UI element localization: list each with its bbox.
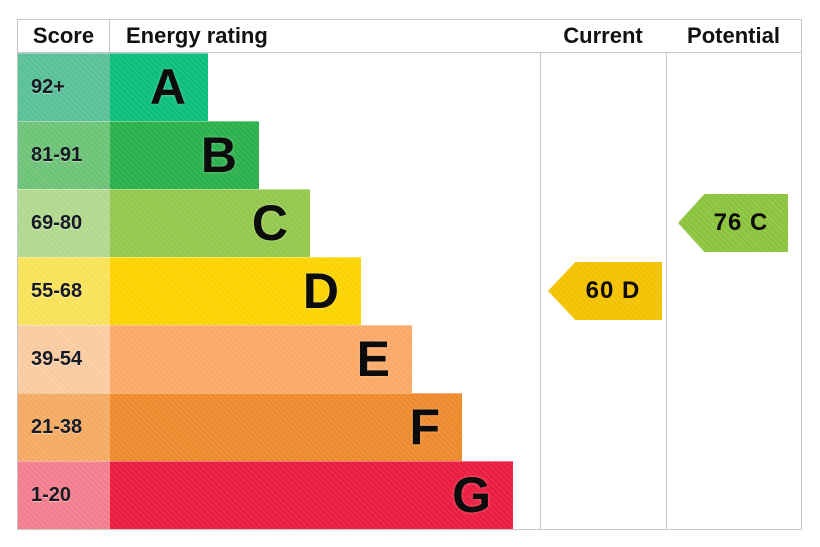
score-range-label: 39-54 <box>31 347 83 370</box>
band-row: 92+ A <box>18 53 540 121</box>
band-letter: E <box>356 331 390 387</box>
band-letter: D <box>302 263 339 319</box>
band-letter: C <box>251 195 288 251</box>
band-row: 21-38 F <box>18 393 540 461</box>
score-cell: 1-20 <box>18 461 110 529</box>
potential-rating-arrow: 76 C <box>678 194 788 252</box>
current-rating-label: 60 D <box>585 277 641 304</box>
band-letter: B <box>200 127 237 183</box>
header-potential: Potential <box>687 23 780 48</box>
rating-bar: D <box>110 257 361 325</box>
header-energy-rating: Energy rating <box>126 23 268 48</box>
score-cell: 55-68 <box>18 257 110 325</box>
band-row: 39-54 E <box>18 325 540 393</box>
potential-rating-label: 76 C <box>713 209 769 236</box>
rating-bar: C <box>110 189 310 257</box>
band-letter: A <box>149 59 186 115</box>
potential-column: 76 C <box>666 20 801 529</box>
band-row: 55-68 D <box>18 257 540 325</box>
rating-bar: F <box>110 393 462 461</box>
score-range-label: 55-68 <box>31 279 83 302</box>
rating-bar: E <box>110 325 412 393</box>
score-range-label: 81-91 <box>31 143 83 166</box>
score-cell: 69-80 <box>18 189 110 257</box>
score-range-label: 21-38 <box>31 415 83 438</box>
score-cell: 92+ <box>18 53 110 121</box>
header-score: Score <box>18 20 110 52</box>
header-current: Current <box>563 23 643 48</box>
score-cell: 81-91 <box>18 121 110 189</box>
score-range-label: 1-20 <box>31 483 72 506</box>
score-range-label: 92+ <box>31 75 65 98</box>
score-cell: 39-54 <box>18 325 110 393</box>
rating-bar: B <box>110 121 259 189</box>
score-cell: 21-38 <box>18 393 110 461</box>
table-header: Score Energy rating Current Potential <box>18 20 801 53</box>
score-range-label: 69-80 <box>31 211 83 234</box>
rating-bar: A <box>110 53 208 121</box>
rating-bar: G <box>110 461 513 529</box>
rating-table: Score Energy rating Current Potential 92… <box>17 19 802 530</box>
band-row: 1-20 G <box>18 461 540 529</box>
bands: 92+ A 81-91 B 69-80 C 55-68 D 39-54 <box>18 53 540 529</box>
current-column: 60 D <box>540 20 666 529</box>
current-rating-arrow: 60 D <box>548 262 662 320</box>
band-letter: G <box>452 467 491 523</box>
band-row: 81-91 B <box>18 121 540 189</box>
band-row: 69-80 C <box>18 189 540 257</box>
band-letter: F <box>409 399 440 455</box>
